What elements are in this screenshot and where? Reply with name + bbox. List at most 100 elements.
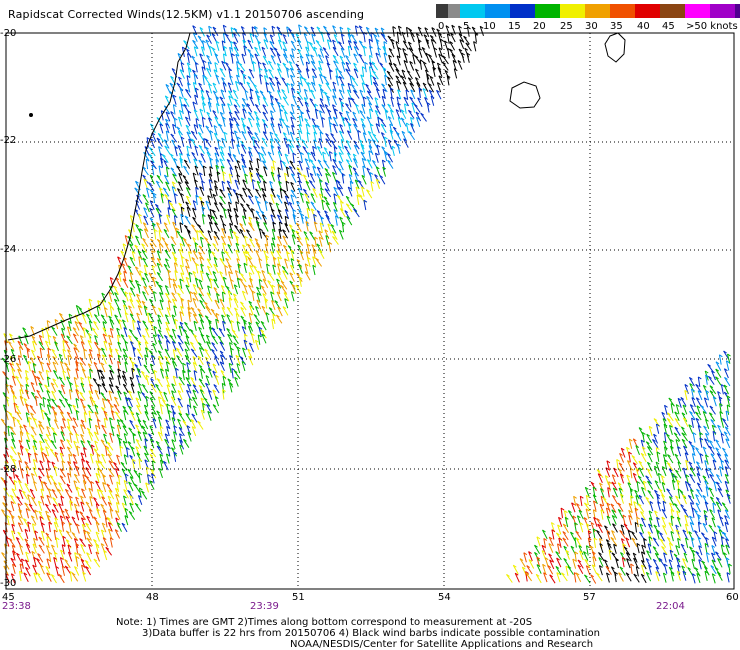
wind-barb-flag: [277, 235, 281, 239]
wind-barb-flag: [121, 502, 126, 506]
wind-barb-flag: [152, 418, 157, 422]
wind-barb-flag: [23, 424, 27, 428]
wind-barb: [177, 292, 184, 302]
wind-barb: [20, 468, 24, 479]
wind-barb: [81, 458, 85, 469]
wind-barb-flag: [58, 529, 63, 533]
wind-barb: [15, 405, 22, 415]
wind-barb-flag: [30, 357, 34, 360]
wind-barb: [276, 243, 282, 254]
wind-barb-flag: [198, 384, 203, 388]
wind-barb: [83, 529, 87, 540]
wind-barb: [156, 263, 162, 273]
wind-barb-flag: [329, 69, 333, 73]
wind-barb: [37, 501, 43, 511]
wind-barb-flag: [425, 38, 430, 42]
wind-barb-flag: [144, 305, 148, 309]
wind-barb-flag: [143, 222, 147, 226]
wind-barb: [158, 390, 164, 401]
wind-barb: [316, 166, 323, 177]
wind-barb-flag: [389, 129, 394, 133]
wind-barb-flag: [200, 333, 205, 337]
wind-barb-flag: [89, 396, 94, 400]
wind-barb: [79, 357, 87, 366]
wind-barb: [230, 320, 233, 331]
wind-barb-flag: [198, 82, 202, 86]
wind-barb-flag: [180, 213, 185, 217]
wind-barb-flag: [266, 263, 270, 267]
wind-barb-flag: [129, 328, 133, 332]
wind-barb: [365, 83, 372, 93]
wind-barb: [241, 144, 247, 154]
wind-barb: [86, 537, 94, 547]
wind-barb: [267, 272, 275, 281]
wind-barb-flag: [375, 123, 380, 127]
wind-barb-flag: [46, 558, 51, 562]
wind-barb-flag: [231, 329, 236, 333]
wind-barb-flag: [163, 460, 167, 464]
wind-barb-flag: [179, 444, 183, 448]
wind-barb: [252, 136, 255, 147]
wind-barb: [180, 298, 184, 309]
wind-barb: [366, 90, 374, 100]
wind-barb: [172, 124, 176, 135]
wind-barb-flag: [137, 250, 142, 254]
wind-barb: [200, 46, 205, 57]
wind-barb-flag: [183, 165, 187, 169]
wind-barb-flag: [233, 293, 237, 297]
wind-barb: [261, 119, 269, 128]
wind-barb-flag: [381, 104, 386, 107]
wind-barb-flag: [207, 410, 212, 414]
wind-barb: [124, 312, 129, 323]
wind-barb: [155, 207, 162, 218]
wind-barb: [219, 215, 225, 225]
wind-barb-flag: [205, 315, 209, 319]
wind-barb-flag: [709, 405, 714, 409]
wind-barb-flag: [249, 264, 253, 268]
wind-barb-flag: [261, 187, 265, 191]
wind-barb-flag: [284, 222, 289, 226]
wind-barb: [122, 354, 128, 365]
wind-barb-flag: [270, 171, 275, 175]
wind-barb: [13, 480, 17, 491]
wind-barb-flag: [192, 101, 197, 105]
wind-barb-flag: [46, 369, 50, 373]
wind-barb: [202, 102, 206, 113]
wind-barb: [113, 298, 120, 309]
wind-barb-flag: [305, 46, 309, 50]
wind-barb-flag: [164, 139, 168, 143]
wind-barb-flag: [398, 25, 402, 29]
wind-barb: [163, 105, 171, 115]
wind-barb: [66, 483, 73, 493]
wind-barb: [153, 291, 156, 302]
wind-barb: [73, 480, 78, 491]
wind-barb-flag: [172, 410, 177, 414]
wind-barb-flag: [117, 256, 121, 260]
wind-barb-flag: [248, 222, 252, 226]
wind-barb: [198, 293, 205, 303]
wind-barb: [219, 258, 226, 267]
wind-barb: [185, 187, 192, 197]
wind-barb: [158, 243, 162, 254]
wind-barb: [15, 411, 23, 421]
wind-barb-flag: [62, 535, 67, 539]
wind-barb-flag: [220, 89, 225, 93]
wind-barb-flag: [71, 572, 76, 576]
wind-barb: [151, 265, 156, 275]
wind-barb-flag: [240, 69, 244, 73]
wind-barb-flag: [189, 328, 194, 332]
wind-barb-flag: [75, 510, 80, 514]
wind-barb: [217, 139, 220, 150]
wind-barb: [358, 53, 365, 64]
wind-barb: [66, 411, 73, 422]
wind-barb-flag: [214, 222, 218, 226]
wind-barb: [122, 370, 127, 381]
wind-barb-flag: [74, 552, 78, 556]
wind-barb: [332, 55, 339, 65]
wind-barb-flag: [386, 70, 391, 74]
wind-barb-flag: [405, 89, 410, 93]
wind-barb-flag: [384, 150, 388, 154]
wind-barb: [691, 417, 694, 428]
wind-barb-flag: [93, 448, 98, 452]
wind-barb: [11, 439, 16, 449]
